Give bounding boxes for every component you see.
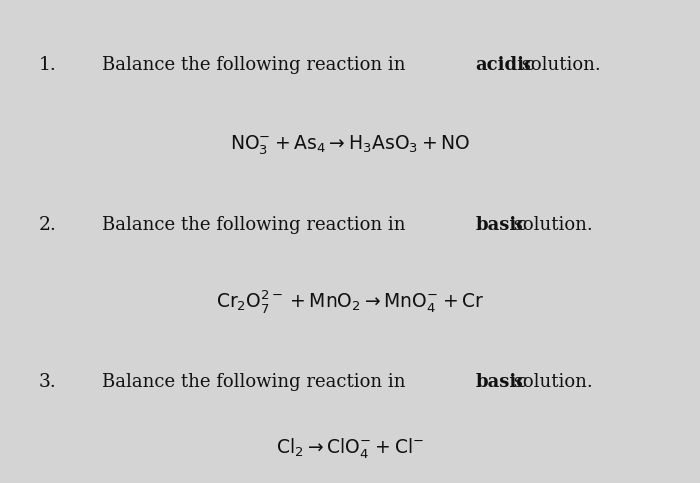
Text: Balance the following reaction in: Balance the following reaction in [102, 215, 411, 234]
Text: $\mathrm{NO_3^{-} + As_4 \rightarrow H_3AsO_3 + NO}$: $\mathrm{NO_3^{-} + As_4 \rightarrow H_3… [230, 133, 470, 156]
Text: $\mathrm{Cl_2 \rightarrow ClO_4^{-} + Cl^{-}}$: $\mathrm{Cl_2 \rightarrow ClO_4^{-} + Cl… [276, 437, 424, 461]
Text: solution.: solution. [508, 372, 593, 391]
Text: basic: basic [475, 215, 528, 234]
Text: $\mathrm{Cr_2O_7^{2-} + MnO_2 \rightarrow MnO_4^{-} + Cr}$: $\mathrm{Cr_2O_7^{2-} + MnO_2 \rightarro… [216, 288, 484, 315]
Text: acidic: acidic [475, 56, 536, 74]
Text: Balance the following reaction in: Balance the following reaction in [102, 372, 411, 391]
Text: solution.: solution. [516, 56, 601, 74]
Text: basic: basic [475, 372, 528, 391]
Text: 2.: 2. [38, 215, 57, 234]
Text: 3.: 3. [38, 372, 56, 391]
Text: solution.: solution. [508, 215, 593, 234]
Text: 1.: 1. [38, 56, 56, 74]
Text: Balance the following reaction in: Balance the following reaction in [102, 56, 411, 74]
